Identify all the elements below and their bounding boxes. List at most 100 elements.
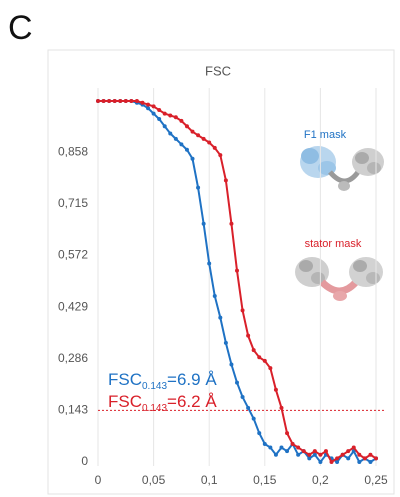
data-point (229, 363, 233, 367)
data-point (341, 453, 345, 457)
data-point (179, 142, 183, 146)
data-point (257, 355, 261, 359)
data-point (313, 449, 317, 453)
annotation-subscript: 0.143 (142, 403, 167, 414)
chart-frame (48, 50, 394, 494)
data-point (152, 104, 156, 108)
data-point (163, 112, 167, 116)
data-point (157, 108, 161, 112)
legend-label: F1 mask (304, 129, 347, 141)
data-point (113, 99, 117, 103)
data-point (285, 449, 289, 453)
chart: C FSC 00,1430,2860,4290,5720,7150,85800,… (0, 0, 400, 497)
data-point (191, 157, 195, 161)
data-point (146, 103, 150, 107)
x-tick-label: 0,15 (253, 473, 277, 487)
data-point (168, 131, 172, 135)
data-point (202, 137, 206, 141)
y-tick-label: 0,143 (58, 403, 88, 417)
data-point (357, 453, 361, 457)
data-point (296, 453, 300, 457)
data-point (135, 99, 139, 103)
data-point (152, 112, 156, 116)
data-point (291, 442, 295, 446)
y-tick-label: 0,715 (58, 196, 88, 210)
data-point (335, 456, 339, 460)
data-point (263, 359, 267, 363)
y-tick-label: 0,286 (58, 351, 88, 365)
data-point (174, 137, 178, 141)
data-point (140, 101, 144, 105)
data-point (213, 146, 217, 150)
data-point (107, 99, 111, 103)
data-point (202, 222, 206, 226)
data-point (224, 178, 228, 182)
data-point (163, 124, 167, 128)
data-point (246, 334, 250, 338)
data-point (363, 456, 367, 460)
legend-label: stator mask (305, 238, 362, 250)
stator-mask-image (295, 257, 383, 301)
annotation-suffix: =6.9 Å (167, 370, 217, 389)
data-point (335, 460, 339, 464)
annotation-suffix: =6.2 Å (167, 392, 217, 411)
data-point (185, 148, 189, 152)
data-point (96, 99, 100, 103)
data-point (224, 341, 228, 345)
data-point (146, 106, 150, 110)
data-point (207, 141, 211, 145)
data-point (274, 453, 278, 457)
data-point (357, 460, 361, 464)
data-point (129, 99, 133, 103)
data-point (368, 453, 372, 457)
data-point (229, 222, 233, 226)
data-point (352, 446, 356, 450)
f1-mask-image (300, 146, 384, 191)
data-point (302, 449, 306, 453)
data-point (307, 456, 311, 460)
data-point (102, 99, 106, 103)
data-point (185, 124, 189, 128)
data-point (213, 294, 217, 298)
data-point (313, 453, 317, 457)
data-point (330, 460, 334, 464)
data-point (207, 261, 211, 265)
data-point (268, 366, 272, 370)
data-point (263, 442, 267, 446)
data-point (196, 133, 200, 137)
data-point (124, 99, 128, 103)
annotation-subscript: 0.143 (142, 381, 167, 392)
chart-title: FSC (205, 63, 231, 78)
data-point (274, 388, 278, 392)
x-tick-label: 0,1 (201, 473, 218, 487)
x-tick-label: 0,05 (142, 473, 166, 487)
annotation-text: FSC (108, 370, 142, 389)
data-point (218, 316, 222, 320)
y-tick-label: 0 (81, 454, 88, 468)
data-point (252, 348, 256, 352)
data-point (368, 460, 372, 464)
data-point (296, 446, 300, 450)
data-point (179, 119, 183, 123)
data-point (346, 456, 350, 460)
data-point (346, 449, 350, 453)
data-point (246, 406, 250, 410)
data-point (279, 446, 283, 450)
x-tick-label: 0 (95, 473, 102, 487)
annotation: FSC0.143=6.2 Å (108, 392, 217, 413)
data-point (196, 186, 200, 190)
data-point (318, 453, 322, 457)
data-point (318, 460, 322, 464)
data-point (252, 417, 256, 421)
data-point (324, 449, 328, 453)
data-point (191, 130, 195, 134)
data-point (257, 431, 261, 435)
data-point (241, 308, 245, 312)
data-point (218, 153, 222, 157)
data-point (285, 431, 289, 435)
y-tick-label: 0,429 (58, 299, 88, 313)
data-point (279, 406, 283, 410)
data-point (235, 381, 239, 385)
annotation-text: FSC (108, 392, 142, 411)
x-tick-label: 0,25 (364, 473, 388, 487)
